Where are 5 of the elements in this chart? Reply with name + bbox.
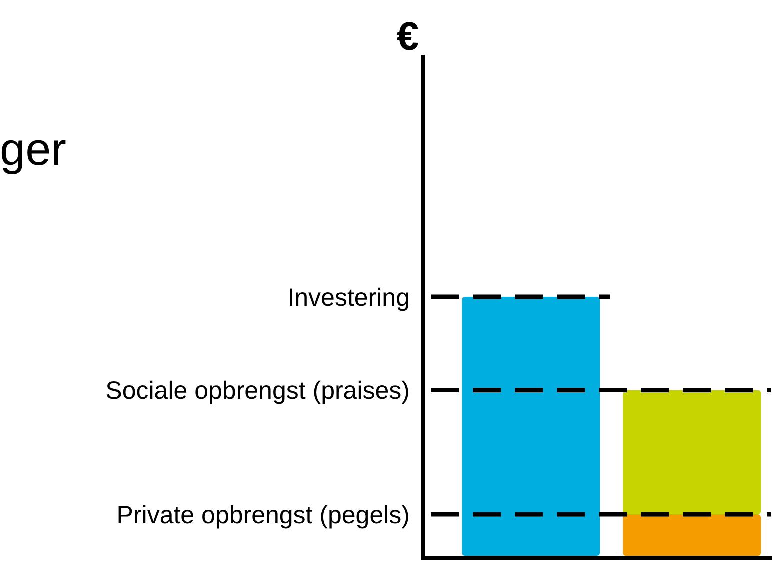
- ref-line-label: Investering: [288, 284, 410, 312]
- ref-line-label: Private opbrengst (pegels): [116, 502, 410, 530]
- ref-line-label: Sociale opbrengst (praises): [106, 377, 410, 406]
- text: €: [396, 15, 420, 59]
- text: ger: [0, 123, 66, 175]
